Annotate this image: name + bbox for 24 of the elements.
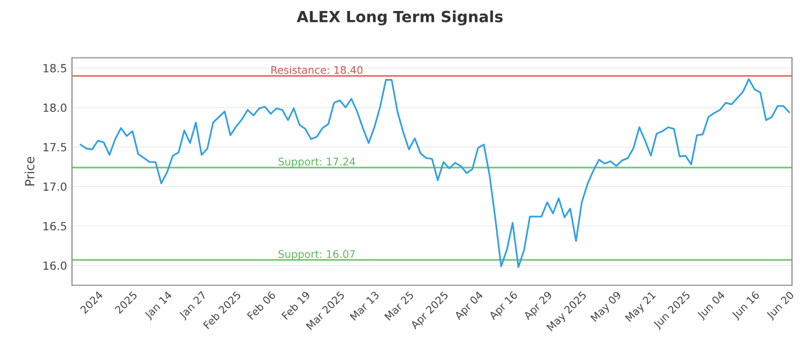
y-tick-label: 16.0 [44,261,66,270]
x-tick-label: Jun 16 [731,290,762,321]
y-tick-label: 17.0 [44,182,66,191]
y-tick-label: 16.5 [44,222,66,230]
x-tick-label: Jun 20 [766,290,796,321]
x-tick-label: Apr 29 [522,290,554,322]
chart-title: ALEX Long Term Signals [296,10,503,26]
x-tick-label: Jan 27 [178,290,208,321]
y-tick-label: 18.0 [44,103,66,112]
x-tick-label: Mar 13 [350,290,380,321]
x-tick-label: Apr 16 [488,290,520,322]
y-tick-label: 18.5 [44,64,66,72]
x-tick-label: Jan 14 [144,290,174,321]
x-tick-label: Mar 25 [384,290,414,321]
ref-line-label: Support: 17.24 [278,158,356,168]
ref-line-label: Resistance: 18.40 [271,66,362,74]
x-tick-label: Feb 19 [281,290,310,320]
ref-line-label: Support: 16.07 [278,250,355,260]
y-tick-label: 17.5 [44,143,66,152]
y-axis-title: Price [24,156,34,186]
line-series [80,78,790,268]
x-tick-label: Feb 06 [246,290,276,320]
x-tick-label: Jun 04 [696,290,727,321]
x-tick-label: Apr 04 [454,290,485,322]
